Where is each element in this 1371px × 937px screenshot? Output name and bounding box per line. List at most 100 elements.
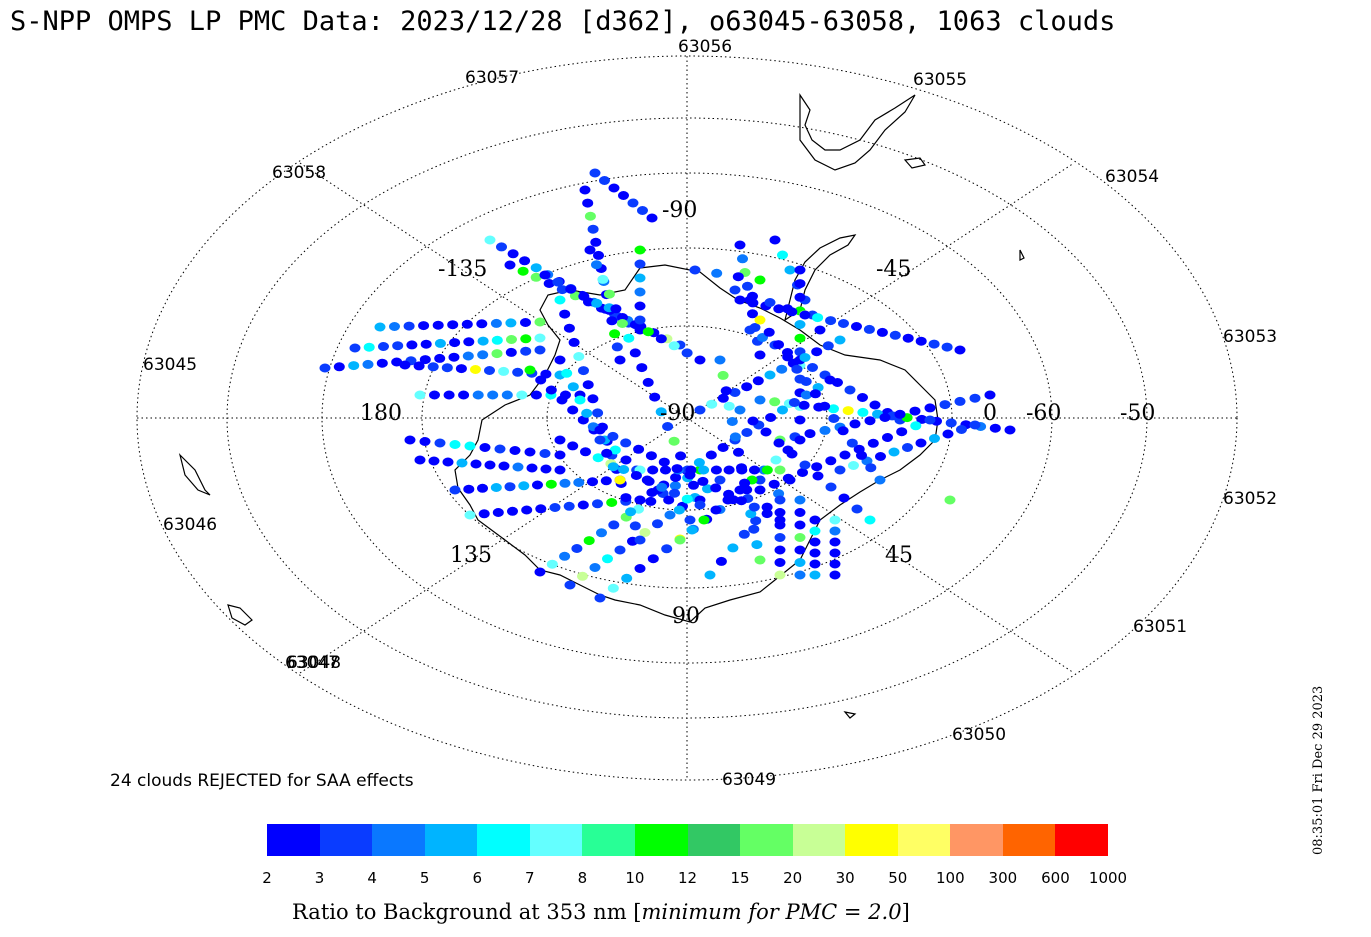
cloud-dot: [520, 318, 531, 327]
cloud-dot: [989, 423, 1001, 433]
colorbar-label-main: Ratio to Background at 353 nm [: [292, 900, 642, 924]
cloud-dot: [634, 301, 646, 311]
cloud-dot: [777, 250, 788, 260]
cloud-dot: [828, 414, 840, 423]
cloud-dot: [825, 482, 837, 492]
colorbar-segment: [897, 824, 951, 856]
cloud-dot: [750, 516, 762, 526]
cloud-dot: [717, 370, 729, 380]
cloud-dot: [689, 265, 701, 275]
cloud-dot: [623, 333, 635, 343]
coord-label-lower-right: 45: [885, 543, 913, 568]
colorbar-tick-label: 6: [472, 869, 483, 887]
colorbar-tick-label: 15: [730, 869, 750, 887]
cloud-dot: [573, 352, 585, 361]
cloud-dot: [582, 380, 594, 390]
cloud-dot: [754, 485, 766, 495]
cloud-dot: [406, 340, 418, 350]
cloud-dot: [739, 478, 751, 488]
cloud-dot: [668, 341, 680, 351]
cloud-dot: [567, 382, 579, 392]
cloud-dot: [954, 396, 966, 406]
cloud-dot: [794, 435, 806, 445]
cloud-dot: [492, 508, 504, 517]
cloud-dot: [774, 570, 786, 580]
cloud-dot: [875, 452, 886, 461]
colorbar-segment: [1055, 824, 1108, 856]
cloud-dot: [378, 342, 389, 351]
cloud-dot: [915, 438, 927, 448]
cloud-dot: [902, 333, 914, 343]
cloud-dot: [594, 425, 606, 435]
cloud-dot: [791, 364, 803, 374]
cloud-dot: [634, 245, 646, 255]
cloud-dot: [812, 313, 824, 323]
cloud-dot: [662, 422, 674, 431]
cloud-dot: [607, 462, 619, 472]
cloud-dot: [671, 464, 683, 474]
cloud-dot: [637, 206, 648, 215]
cloud-dot: [449, 338, 461, 348]
cloud-dot: [608, 520, 620, 530]
cloud-dot: [754, 275, 766, 285]
cloud-dot: [773, 438, 785, 448]
cloud-dot: [799, 460, 811, 470]
cloud-dot: [573, 478, 585, 487]
cloud-dot: [734, 485, 746, 495]
cloud-dot: [362, 359, 374, 369]
cloud-dot: [567, 405, 579, 415]
cloud-dot: [535, 375, 547, 385]
cloud-dot: [916, 414, 928, 424]
cloud-dot: [732, 272, 744, 282]
cloud-dot: [729, 432, 741, 442]
cloud-dot: [463, 337, 475, 347]
cloud-dot: [764, 298, 776, 307]
cloud-dot: [673, 505, 685, 515]
cloud-dot: [434, 353, 446, 363]
cloud-dot: [630, 471, 642, 480]
cloud-dot: [516, 390, 528, 400]
cloud-dot: [882, 433, 893, 442]
cloud-dot: [705, 450, 717, 460]
cloud-dot: [797, 468, 808, 477]
cloud-dot: [505, 347, 517, 357]
cloud-dot: [761, 465, 773, 475]
cloud-dot: [863, 324, 875, 334]
cloud-dot: [794, 292, 806, 302]
cloud-dot: [403, 321, 415, 331]
cloud-dot: [658, 457, 670, 467]
colorbar-tick-label: 8: [577, 869, 588, 887]
colorbar-segment: [529, 824, 583, 856]
cloud-dot: [726, 417, 738, 426]
cloud-dot: [984, 390, 996, 400]
cloud-dot: [594, 435, 606, 445]
cloud-dot: [715, 556, 727, 566]
cloud-dot: [736, 465, 748, 475]
cloud-dot: [769, 397, 781, 407]
cloud-dot: [809, 526, 821, 536]
cloud-dot: [589, 563, 601, 572]
cloud-dot: [800, 390, 812, 400]
cloud-dot: [616, 319, 628, 328]
cloud-dot: [729, 388, 741, 397]
cloud-dot: [647, 554, 659, 564]
cloud-dot: [714, 355, 726, 365]
coord-label-right-0: 0: [983, 401, 997, 426]
orbit-label-63051: 63051: [1133, 617, 1187, 637]
cloud-dot: [794, 320, 806, 329]
cloud-dot: [769, 235, 781, 245]
cloud-dot: [1004, 425, 1016, 435]
cloud-dot: [774, 515, 786, 525]
cloud-dot: [584, 211, 596, 221]
cloud-dot: [794, 545, 806, 555]
cloud-dot: [601, 448, 613, 458]
cloud-dot: [819, 401, 831, 411]
cloud-dot: [477, 483, 488, 493]
island-3: [1019, 249, 1025, 261]
cloud-dot: [747, 298, 759, 308]
cloud-dot: [419, 437, 431, 446]
cloud-dot: [786, 449, 798, 459]
cloud-dot: [838, 319, 849, 328]
cloud-dot: [634, 495, 646, 505]
orbit-label-63050: 63050: [952, 725, 1006, 745]
